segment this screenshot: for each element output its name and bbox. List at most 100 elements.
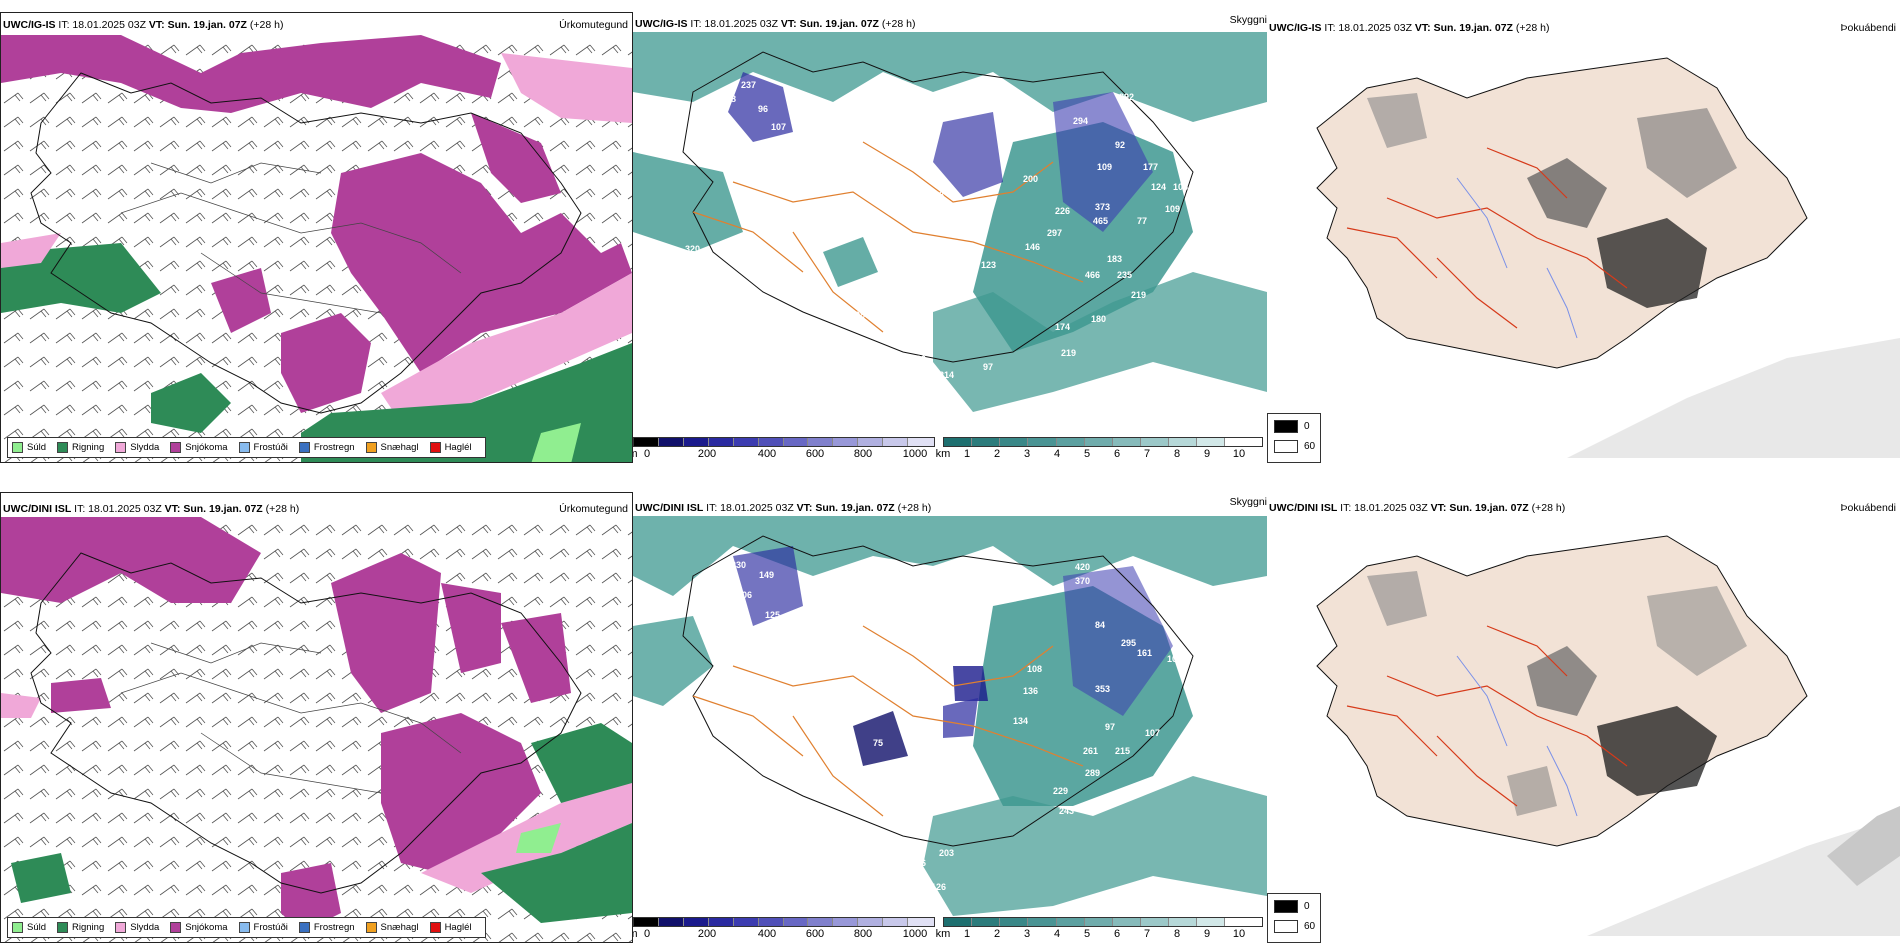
panel-title: Úrkomutegund (559, 503, 628, 515)
tick-label: 10 (1232, 448, 1246, 460)
model-name: UWC/IG-IS (635, 18, 688, 30)
sleet-area (1, 693, 41, 718)
summit-label: 107 (1145, 728, 1161, 738)
legend-item: Snjókoma (170, 442, 228, 453)
legend-swatch (1274, 920, 1298, 933)
tick-label: 9 (1203, 928, 1211, 940)
snow-area (331, 153, 632, 373)
tick-label: 400 (757, 448, 777, 460)
coastline (30, 72, 582, 414)
lead-time: (+28 h) (1515, 22, 1550, 34)
summit-label: 84 (1095, 620, 1106, 630)
legend-label: Snjókoma (185, 442, 228, 453)
sea-fog-shading (1587, 816, 1900, 936)
visibility-area (633, 516, 1267, 596)
panel-title: Þokuábendi (1840, 22, 1896, 34)
height-colorbar: m 0 200 400 600 800 1000 (633, 437, 935, 461)
legend-swatch (365, 442, 377, 453)
summit-label: 466 (1085, 270, 1101, 280)
panel-header: UWC/DINI ISL IT: 18.01.2025 03Z VT: Sun.… (635, 502, 931, 514)
summit-label: 99 (915, 616, 926, 626)
lead-time: (+28 h) (1531, 502, 1566, 514)
tick-label: 3 (1023, 448, 1031, 460)
summit-label: 146 (1025, 242, 1041, 252)
rain-area (481, 823, 632, 923)
summit-label: 985 (855, 310, 871, 320)
legend-label: Haglél (444, 922, 472, 933)
height-colorbar-strip (633, 917, 935, 927)
visibility-colorbar-strip (943, 437, 1263, 447)
summit-label: 200 (1023, 174, 1039, 184)
coastline (682, 51, 1194, 363)
precip-panel-row1: UWC/IG-IS IT: 18.01.2025 03Z VT: Sun. 19… (0, 12, 633, 463)
summit-label: 108 (1027, 664, 1043, 674)
summit-label: 289 (1085, 768, 1101, 778)
valid-label: VT: (780, 18, 797, 30)
summit-labels: 230 149 106 125 103 146 131 115 99 219 3… (633, 516, 1267, 936)
summit-label: 408 (909, 158, 925, 168)
fog-legend-item: 60 (1274, 440, 1315, 453)
visibility-colorbar: km 1 2 3 4 5 6 7 8 9 10 (936, 917, 1263, 941)
summit-label: 149 (759, 570, 775, 580)
coastline (30, 552, 582, 894)
legend-label: Frostúði (253, 442, 288, 453)
valid-time: Sun. 19.jan. 07Z (799, 18, 879, 30)
rain-area (11, 853, 71, 903)
roads (1346, 147, 1628, 329)
roads (120, 642, 462, 794)
valid-time: Sun. 19.jan. 07Z (167, 19, 247, 31)
visibility-area (923, 776, 1267, 916)
legend-swatch (57, 442, 69, 453)
height-colorbar-ticks: m 0 200 400 600 800 1000 (633, 447, 933, 461)
summit-label: 126 (931, 882, 947, 892)
summit-label: 203 (939, 848, 955, 858)
visibility-area (633, 32, 1267, 122)
valid-label: VT: (796, 502, 813, 514)
summit-label: 243 (1059, 806, 1075, 816)
legend-swatch (115, 442, 127, 453)
visibility-area (633, 616, 713, 706)
panel-header: UWC/DINI ISL IT: 18.01.2025 03Z VT: Sun.… (3, 503, 299, 515)
high-terrain-cloud (943, 698, 978, 738)
summit-label: 219 (1061, 348, 1077, 358)
summit-labels: 237 208 96 107 408 158 214 226 200 146 4… (633, 32, 1267, 452)
summit-label: 77 (1137, 216, 1148, 226)
precip-map-row1 (1, 33, 632, 462)
init-time: IT: 18.01.2025 03Z (74, 503, 162, 515)
tick-label: 9 (1203, 448, 1211, 460)
legend-label: Slydda (130, 442, 160, 453)
panel-header: UWC/IG-IS IT: 18.01.2025 03Z VT: Sun. 19… (3, 19, 283, 31)
legend-swatch (1274, 420, 1298, 433)
panel-title: Úrkomutegund (559, 19, 628, 31)
summit-label: 136 (1023, 686, 1039, 696)
snow-area (281, 863, 341, 933)
fog-index-dark (1527, 646, 1597, 716)
cloud-panel-row2: UWC/DINI ISL IT: 18.01.2025 03Z VT: Sun.… (633, 492, 1267, 943)
legend-swatch (1274, 900, 1298, 913)
tick-label: 0 (643, 928, 651, 940)
legend-swatch (298, 442, 310, 453)
summit-label: 214 (939, 370, 955, 380)
summit-label: 559 (877, 274, 893, 284)
fog-index-dark (1367, 571, 1427, 626)
tick-label: 6 (1113, 928, 1121, 940)
summit-label: 75 (873, 738, 884, 748)
summit-label: 125 (765, 610, 781, 620)
tick-label: 2 (993, 928, 1001, 940)
lead-time: (+28 h) (265, 503, 300, 515)
high-terrain-cloud (853, 711, 908, 766)
summit-label: 183 (1107, 254, 1123, 264)
cloud-map-row2 (633, 516, 1267, 916)
summit-label: 219 (933, 634, 949, 644)
summit-label: 123 (981, 260, 997, 270)
summit-label: 107 (771, 122, 787, 132)
tick-label: 400 (757, 928, 777, 940)
snow-area (501, 613, 571, 703)
legend-item: Frostregn (298, 442, 355, 453)
snow-area (1, 35, 501, 113)
legend-swatch (238, 442, 250, 453)
height-unit: m (633, 928, 638, 940)
valid-label: VT: (148, 19, 165, 31)
summit-label: 353 (1095, 684, 1111, 694)
summit-label: 226 (1055, 206, 1071, 216)
